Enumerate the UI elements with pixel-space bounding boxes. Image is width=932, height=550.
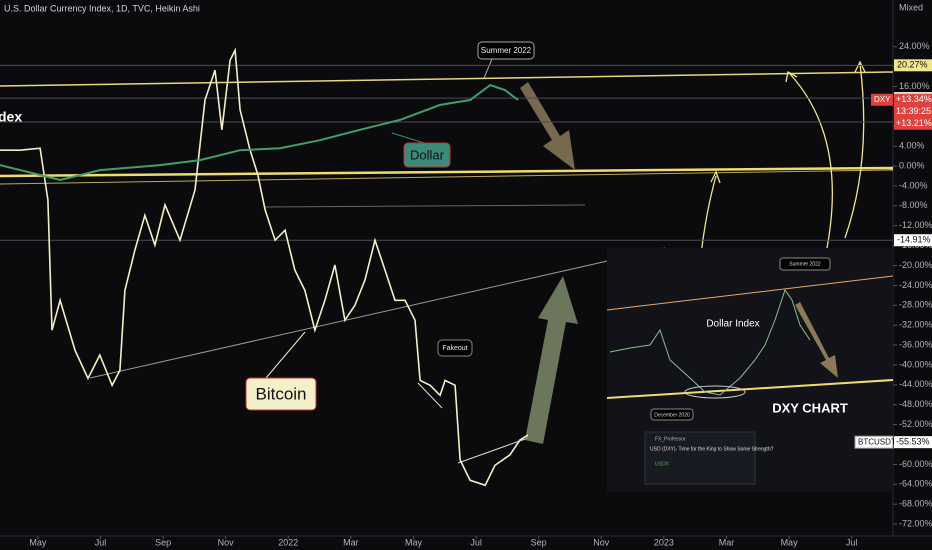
inset-ellipse xyxy=(684,385,746,399)
level-line xyxy=(264,204,586,208)
inset-channel xyxy=(606,379,894,399)
y-tick-label: -64.00% xyxy=(899,479,932,489)
y-tick-label: -72.00% xyxy=(899,518,932,528)
y-tick-label: -20.00% xyxy=(899,260,932,270)
price-tag xyxy=(894,59,932,72)
chart-title: U.S. Dollar Currency Index, 1D, TVC, Hei… xyxy=(4,3,200,13)
y-tick-label: -28.00% xyxy=(899,300,932,310)
summer-label: Summer 2022 xyxy=(481,46,532,55)
x-tick-label: Sep xyxy=(531,537,547,547)
inset-arrow xyxy=(795,302,838,378)
up-arrow xyxy=(525,276,578,444)
series-line xyxy=(0,83,519,182)
btc-symbol-box xyxy=(854,435,894,449)
inset-summer-box xyxy=(779,257,831,271)
y-tick-label: -12.00% xyxy=(899,220,932,230)
x-tick-label: 2023 xyxy=(654,537,674,547)
y-tick-label: -44.00% xyxy=(899,379,932,389)
x-tick-label: 2022 xyxy=(278,537,298,547)
x-tick-label: Jul xyxy=(846,537,858,547)
dxy-countdown: 13:39:25 xyxy=(896,106,931,116)
dxy-box xyxy=(894,93,932,130)
callout-pointer xyxy=(391,132,425,144)
x-tick-label: Mar xyxy=(719,537,735,547)
inset-summer: Summer 2022 xyxy=(789,261,821,267)
fakeout-line xyxy=(417,382,443,409)
arrow-head xyxy=(785,70,798,83)
btc-tag xyxy=(894,436,932,449)
wedge-line xyxy=(457,437,529,464)
y-tick-label: 4.00% xyxy=(899,141,925,151)
y-tick-label: 16.00% xyxy=(899,81,930,91)
series-line xyxy=(0,47,529,487)
y-tick-label: -68.00% xyxy=(899,499,932,509)
x-tick-label: Mar xyxy=(343,537,359,547)
idea-title: USD (DXY)- Time for the King to Show Som… xyxy=(650,446,774,452)
dxy-symbol-box xyxy=(871,93,893,106)
price-tag-label: -14.91% xyxy=(897,235,931,245)
x-tick-label: Jul xyxy=(470,537,482,547)
fakeout-box xyxy=(437,339,473,357)
x-tick-label: Nov xyxy=(218,537,235,547)
y-tick-label: -40.00% xyxy=(899,359,932,369)
price-tag-label: 20.27% xyxy=(897,60,928,70)
y-tick-label: -4.00% xyxy=(899,180,928,190)
lower-channel xyxy=(0,166,894,178)
dxy-symbol: DXY xyxy=(874,95,891,104)
curve-arrow xyxy=(844,63,865,239)
x-tick-label: May xyxy=(405,537,423,547)
arrow-head xyxy=(710,170,721,184)
y-tick-label: -36.00% xyxy=(899,339,932,349)
inset-dec-box xyxy=(650,408,694,421)
series-callout xyxy=(403,142,451,168)
dxy-chart-label: DXY CHART xyxy=(772,400,848,415)
x-tick-label: May xyxy=(29,537,47,547)
series-name: Bitcoin xyxy=(255,384,306,403)
summer-pointer xyxy=(483,58,493,79)
summer-box xyxy=(477,41,535,60)
down-arrow xyxy=(520,82,575,170)
left-label: dex xyxy=(0,109,22,125)
scale-mode: Mixed xyxy=(899,2,923,12)
callout-pointer xyxy=(265,331,306,379)
btc-symbol: BTCUSDT xyxy=(858,437,896,446)
dxy-change: +13.21% xyxy=(896,118,932,128)
price-tag xyxy=(894,234,932,247)
x-tick-label: Nov xyxy=(593,537,610,547)
support-line xyxy=(89,247,666,379)
y-tick-label: 0.00% xyxy=(899,160,925,170)
y-tick-label: -32.00% xyxy=(899,320,932,330)
y-tick-label: -8.00% xyxy=(899,200,928,210)
btc-label: -55.53% xyxy=(896,437,930,447)
inset: Summer 2022 Dollar Index December 2020 F… xyxy=(606,248,894,492)
dxy-label: +13.34% xyxy=(896,94,932,104)
inset-december: December 2020 xyxy=(654,412,690,418)
y-tick-label: -24.00% xyxy=(899,280,932,290)
arrow-head xyxy=(854,60,866,73)
idea-author: FX_Professor xyxy=(655,436,686,442)
y-tick-label: -52.00% xyxy=(899,419,932,429)
idea-symbol: USDX xyxy=(655,461,670,467)
idea-card xyxy=(644,431,756,485)
x-tick-label: Sep xyxy=(155,537,171,547)
fakeout-label: Fakeout xyxy=(442,345,467,352)
inset-title: Dollar Index xyxy=(706,319,759,330)
x-tick-label: Jul xyxy=(95,537,107,547)
series-name: Dollar xyxy=(410,147,445,162)
upper-channel xyxy=(0,71,894,87)
series-callout xyxy=(245,377,317,411)
lower-channel-2 xyxy=(0,169,894,185)
curve-arrow xyxy=(789,73,833,259)
y-tick-label: 24.00% xyxy=(899,41,930,51)
inset-channel xyxy=(606,275,894,311)
x-tick-label: May xyxy=(781,537,799,547)
y-tick-label: -60.00% xyxy=(899,459,932,469)
y-tick-label: -48.00% xyxy=(899,399,932,409)
